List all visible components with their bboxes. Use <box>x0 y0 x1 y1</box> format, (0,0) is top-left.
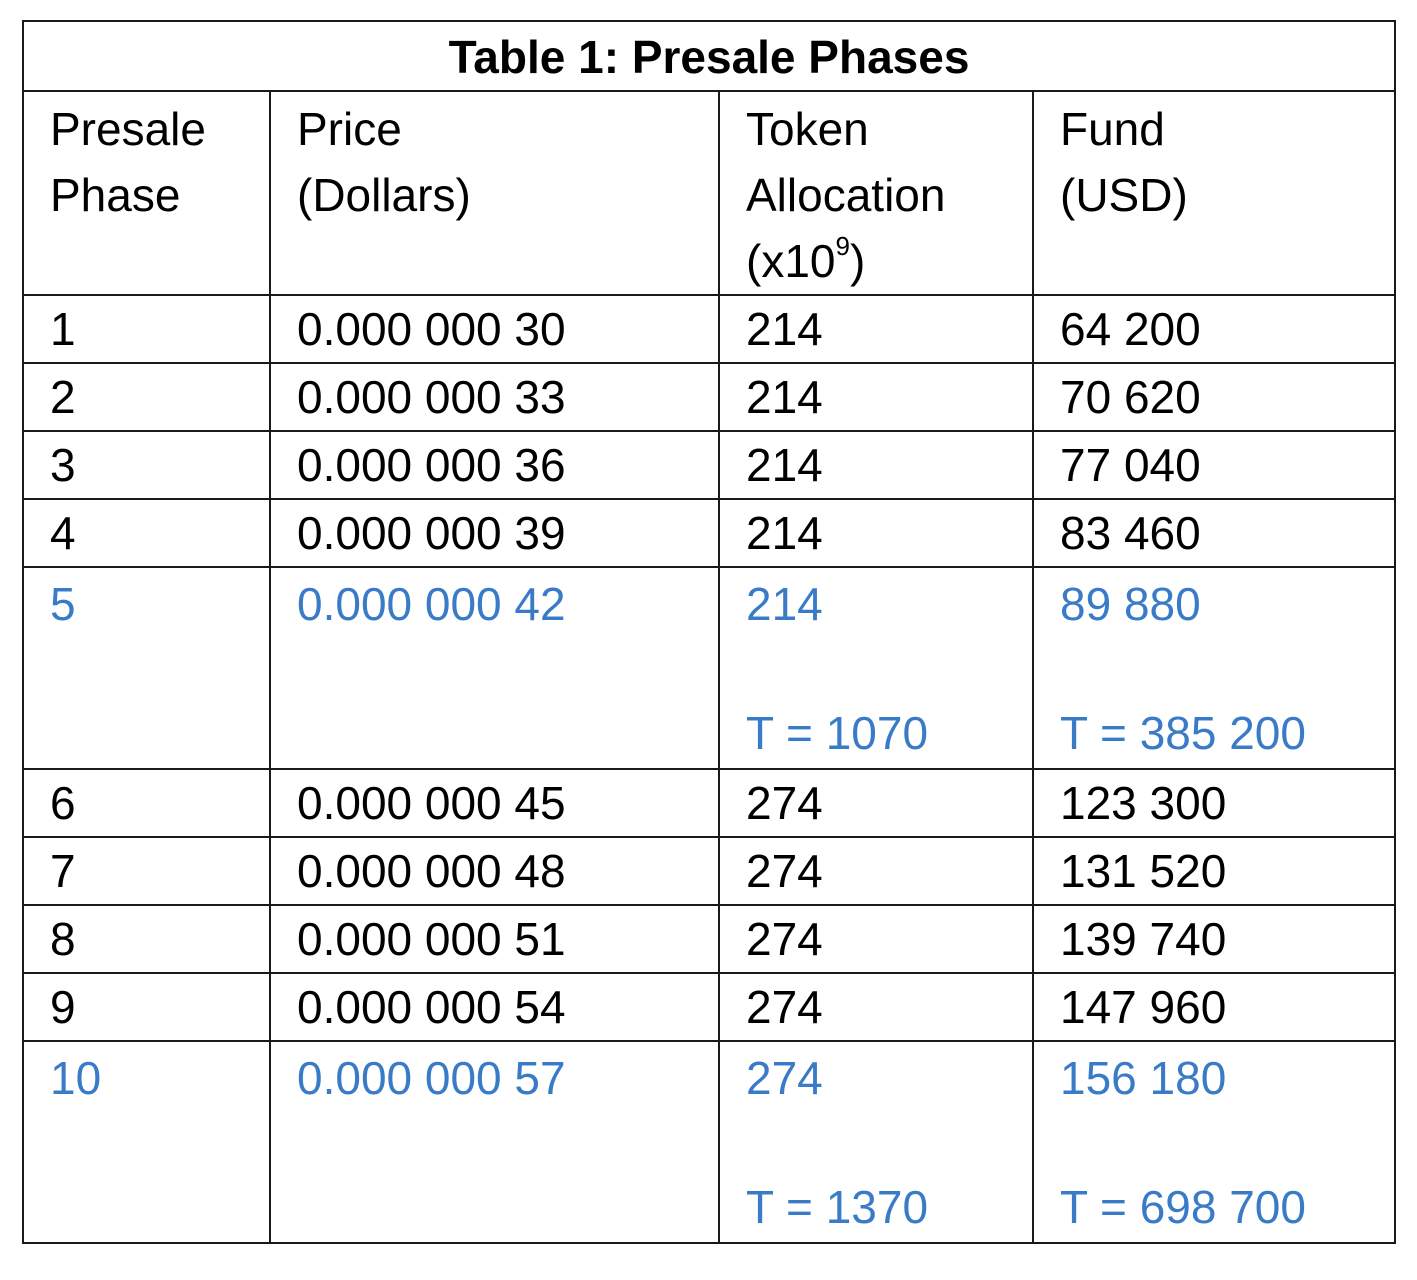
cell-fund: 64 200 <box>1031 294 1397 364</box>
header-line: (x109) <box>746 228 1031 293</box>
cell-total: T = 385 200 <box>1060 707 1306 759</box>
cell-price: 0.000 000 57 <box>269 1040 720 1244</box>
presale-phases-table: Table 1: Presale Phases Presale Phase Pr… <box>21 20 1397 1244</box>
header-line: Presale <box>50 103 206 155</box>
cell-phase: 8 <box>22 904 271 974</box>
cell-value: 89 880 <box>1060 578 1201 630</box>
cell-tokens: 214 T = 1070 <box>718 566 1034 770</box>
header-fund: Fund (USD) <box>1031 90 1397 296</box>
table-row: 9 0.000 000 54 274 147 960 <box>22 972 1397 1042</box>
cell-value: 0.000 000 57 <box>297 1052 566 1104</box>
cell-tokens: 274 <box>718 904 1034 974</box>
cell-tokens: 214 <box>718 362 1034 432</box>
cell-phase: 10 <box>22 1040 271 1244</box>
cell-value: 274 <box>746 1052 823 1104</box>
cell-fund: 89 880 T = 385 200 <box>1031 566 1397 770</box>
cell-tokens: 214 <box>718 294 1034 364</box>
table-row: 4 0.000 000 39 214 83 460 <box>22 498 1397 568</box>
cell-fund: 156 180 T = 698 700 <box>1031 1040 1397 1244</box>
cell-tokens: 214 <box>718 498 1034 568</box>
cell-fund: 131 520 <box>1031 836 1397 906</box>
cell-phase: 3 <box>22 430 271 500</box>
cell-value: 156 180 <box>1060 1052 1227 1104</box>
cell-total: T = 1370 <box>746 1181 929 1233</box>
header-presale-phase: Presale Phase <box>22 90 271 296</box>
cell-price: 0.000 000 42 <box>269 566 720 770</box>
header-line: (USD) <box>1060 169 1188 221</box>
cell-value: 0.000 000 42 <box>297 578 566 630</box>
cell-fund: 147 960 <box>1031 972 1397 1042</box>
cell-phase: 2 <box>22 362 271 432</box>
cell-fund: 83 460 <box>1031 498 1397 568</box>
table-row-subtotal: 5 0.000 000 42 214 T = 1070 89 880 T = 3… <box>22 566 1397 770</box>
cell-phase: 9 <box>22 972 271 1042</box>
cell-price: 0.000 000 45 <box>269 768 720 838</box>
header-price: Price (Dollars) <box>269 90 720 296</box>
cell-total: T = 698 700 <box>1060 1181 1306 1233</box>
cell-value: 10 <box>50 1052 102 1104</box>
cell-tokens: 274 T = 1370 <box>718 1040 1034 1244</box>
table-row: 6 0.000 000 45 274 123 300 <box>22 768 1397 838</box>
cell-phase: 6 <box>22 768 271 838</box>
cell-phase: 4 <box>22 498 271 568</box>
header-line: Price <box>297 103 402 155</box>
cell-price: 0.000 000 36 <box>269 430 720 500</box>
header-line: Fund <box>1060 103 1165 155</box>
table-title: Table 1: Presale Phases <box>21 20 1397 92</box>
cell-price: 0.000 000 51 <box>269 904 720 974</box>
cell-price: 0.000 000 48 <box>269 836 720 906</box>
header-unit: (x10 <box>746 235 836 287</box>
cell-phase: 1 <box>22 294 271 364</box>
cell-fund: 123 300 <box>1031 768 1397 838</box>
cell-fund: 77 040 <box>1031 430 1397 500</box>
cell-price: 0.000 000 33 <box>269 362 720 432</box>
header-token-allocation: Token Allocation (x109) <box>718 90 1034 296</box>
header-line: Allocation <box>746 169 946 221</box>
cell-phase: 5 <box>22 566 271 770</box>
cell-price: 0.000 000 54 <box>269 972 720 1042</box>
cell-value: 214 <box>746 578 823 630</box>
header-unit-close: ) <box>849 235 866 287</box>
cell-total: T = 1070 <box>746 707 929 759</box>
table-row: 7 0.000 000 48 274 131 520 <box>22 836 1397 906</box>
cell-phase: 7 <box>22 836 271 906</box>
header-line: Token <box>746 103 869 155</box>
header-line: (Dollars) <box>297 169 471 221</box>
table-row: 3 0.000 000 36 214 77 040 <box>22 430 1397 500</box>
cell-tokens: 274 <box>718 768 1034 838</box>
cell-price: 0.000 000 30 <box>269 294 720 364</box>
cell-tokens: 274 <box>718 836 1034 906</box>
cell-fund: 139 740 <box>1031 904 1397 974</box>
cell-tokens: 274 <box>718 972 1034 1042</box>
cell-fund: 70 620 <box>1031 362 1397 432</box>
table-row: 1 0.000 000 30 214 64 200 <box>22 294 1397 364</box>
cell-price: 0.000 000 39 <box>269 498 720 568</box>
cell-tokens: 214 <box>718 430 1034 500</box>
table-row: 2 0.000 000 33 214 70 620 <box>22 362 1397 432</box>
table-row: 8 0.000 000 51 274 139 740 <box>22 904 1397 974</box>
table-row-subtotal: 10 0.000 000 57 274 T = 1370 156 180 T =… <box>22 1040 1397 1244</box>
header-exponent: 9 <box>835 231 850 261</box>
cell-value: 5 <box>50 578 76 630</box>
header-line: Phase <box>50 169 181 221</box>
